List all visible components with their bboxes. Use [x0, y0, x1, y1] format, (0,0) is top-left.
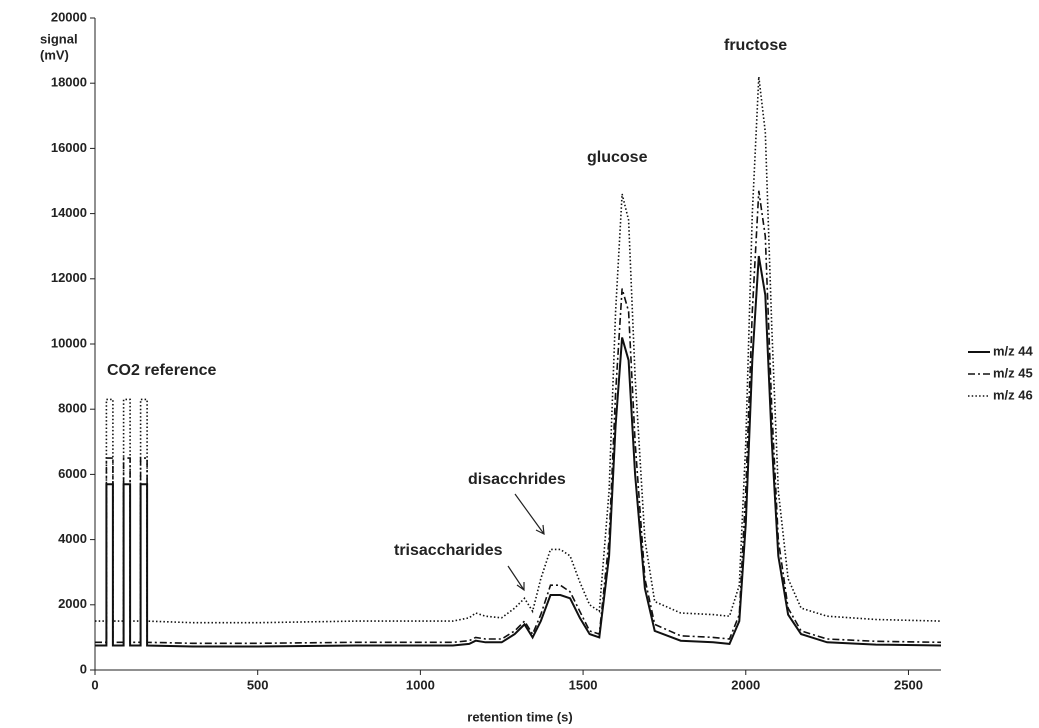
- arrow: [514, 493, 545, 536]
- y-tick-label: 8000: [58, 401, 87, 416]
- arrows: [507, 493, 545, 592]
- x-axis-label: retention time (s): [467, 709, 572, 724]
- y-tick-label: 18000: [51, 75, 87, 90]
- y-axis-label: (mV): [40, 47, 69, 62]
- x-tick-label: 1500: [569, 677, 598, 692]
- y-tick-label: 10000: [51, 335, 87, 350]
- annotation: trisaccharides: [394, 542, 503, 559]
- y-tick-label: 16000: [51, 140, 87, 155]
- y-tick-label: 6000: [58, 466, 87, 481]
- y-tick-label: 2000: [58, 596, 87, 611]
- x-tick-label: 0: [91, 677, 98, 692]
- y-tick-label: 20000: [51, 9, 87, 24]
- arrow: [507, 565, 525, 592]
- legend-label: m/z 46: [993, 387, 1033, 402]
- y-tick-label: 4000: [58, 531, 87, 546]
- y-tick-label: 12000: [51, 270, 87, 285]
- series-line: [95, 76, 942, 624]
- series-line: [95, 190, 942, 645]
- legend-label: m/z 45: [993, 365, 1033, 380]
- annotation: CO2 reference: [107, 362, 216, 379]
- x-tick-label: 1000: [406, 677, 435, 692]
- series-line: [95, 255, 942, 648]
- legend-label: m/z 44: [993, 343, 1034, 358]
- x-tick-label: 500: [247, 677, 269, 692]
- x-tick-label: 2000: [731, 677, 760, 692]
- annotation: glucose: [587, 149, 648, 166]
- x-tick-label: 2500: [894, 677, 923, 692]
- annotation: fructose: [724, 37, 787, 54]
- y-tick-label: 0: [80, 661, 87, 676]
- y-axis-label: signal: [40, 31, 78, 46]
- y-tick-label: 14000: [51, 205, 87, 220]
- annotation: disacchrides: [468, 471, 566, 488]
